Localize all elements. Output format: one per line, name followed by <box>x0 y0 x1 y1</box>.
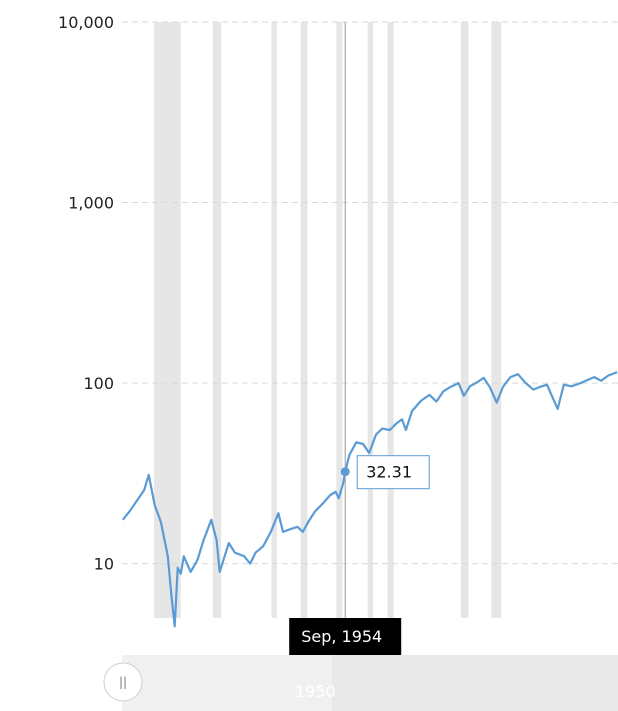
recession-band <box>271 22 277 618</box>
hover-point <box>340 467 350 477</box>
navigator-selection[interactable] <box>122 655 332 711</box>
y-tick-label: 100 <box>83 374 114 393</box>
grip-lines-icon: || <box>119 675 127 689</box>
recession-band <box>387 22 394 618</box>
range-navigator[interactable]: 1950 || <box>103 655 618 711</box>
recession-band <box>154 22 181 618</box>
y-tick-label: 10,000 <box>58 13 114 32</box>
recession-band <box>460 22 469 618</box>
navigator-year-label: 1950 <box>295 682 336 701</box>
series-line <box>121 371 618 628</box>
handle-grip-icon[interactable] <box>103 662 143 702</box>
navigator-handle[interactable]: || <box>103 662 143 702</box>
recession-band <box>367 22 374 618</box>
recession-bands <box>154 22 502 618</box>
value-tooltip: 32.31 <box>356 455 430 490</box>
recession-band <box>491 22 502 618</box>
y-tick-label: 1,000 <box>68 194 114 213</box>
tooltip-box <box>356 455 430 490</box>
tooltip-value: 32.31 <box>366 463 412 482</box>
date-label-box <box>289 618 402 656</box>
y-axis-ticks: 10 100 1,000 10,000 <box>58 13 114 574</box>
gridlines <box>122 21 618 565</box>
recession-band <box>212 22 222 618</box>
recession-band <box>336 22 343 618</box>
date-label-text: Sep, 1954 <box>301 627 382 646</box>
recession-band <box>300 22 308 618</box>
y-tick-label: 10 <box>94 555 114 574</box>
date-label: Sep, 1954 <box>289 618 402 656</box>
